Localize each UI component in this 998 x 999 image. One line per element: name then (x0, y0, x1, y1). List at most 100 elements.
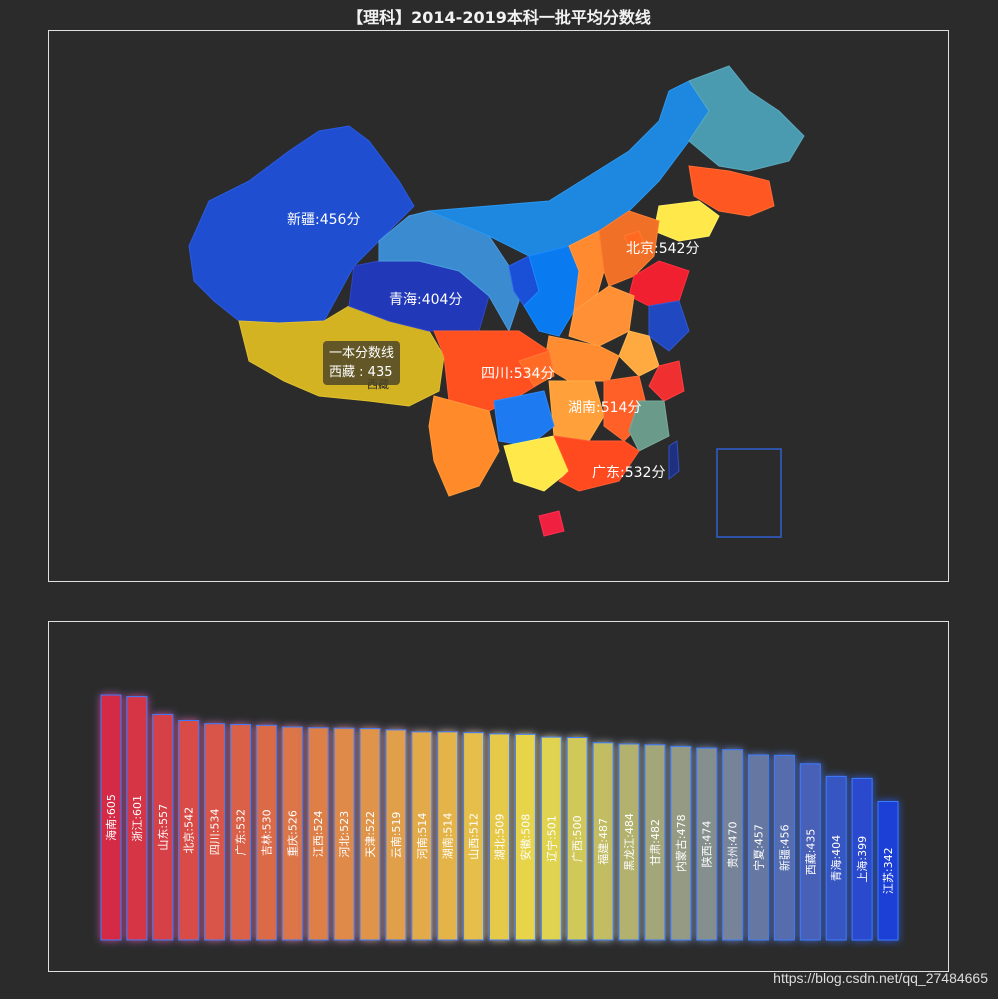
province-liaoning (653, 200, 720, 242)
bar-label-湖南: 湖南:514 (442, 813, 455, 860)
bar-海南[interactable] (100, 694, 122, 941)
bar-山东[interactable] (152, 713, 174, 941)
bar-河北[interactable] (333, 727, 355, 941)
bar-label-海南: 海南:605 (104, 794, 118, 841)
province-fujian (628, 400, 670, 452)
bar-吉林[interactable] (255, 724, 277, 941)
bar-黑龙江[interactable] (618, 743, 640, 941)
bar-label-福建: 福建:487 (596, 818, 610, 865)
province-beijing (623, 230, 645, 247)
province-sichuan (433, 330, 550, 412)
bar-江西[interactable] (307, 727, 329, 941)
province-zhejiang (648, 360, 685, 402)
bar-label-河南: 河南:514 (416, 813, 429, 860)
bar-新疆[interactable] (773, 754, 795, 941)
bar-label-河北: 河北:523 (338, 811, 351, 858)
bar-内蒙古[interactable] (670, 745, 692, 941)
bar-浙江[interactable] (126, 696, 148, 941)
bar-label-广西: 广西:500 (571, 815, 584, 862)
bar-福建[interactable] (592, 742, 614, 941)
south-sea-inset (716, 448, 782, 538)
map-label-5: 广东:532分 (592, 465, 665, 481)
bar-chart: 海南:605 浙江:601 山东:557 北京:542 四川:534 广东:532 吉林:5… (100, 694, 899, 941)
bar-label-新疆: 新疆:456 (777, 824, 791, 871)
bar-label-安徽: 安徽:508 (518, 814, 532, 861)
bar-label-甘肃: 甘肃:482 (649, 819, 662, 866)
bar-云南[interactable] (385, 729, 407, 941)
bar-四川[interactable] (204, 723, 226, 941)
province-hainan (538, 510, 565, 537)
bar-label-上海: 上海:399 (855, 836, 869, 883)
bar-北京[interactable] (178, 720, 200, 941)
bar-label-北京: 北京:542 (182, 807, 196, 854)
bar-广东[interactable] (230, 724, 251, 941)
province-yunnan (428, 395, 500, 497)
bar-label-内蒙古: 内蒙古:478 (674, 814, 688, 872)
watermark: https://blog.csdn.net/qq_27484665 (773, 970, 988, 986)
bar-label-黑龙江: 黑龙江:484 (623, 813, 636, 871)
bar-甘肃[interactable] (644, 744, 666, 941)
map-tooltip: 一本分数线 西藏 : 435 (323, 341, 401, 385)
bar-江苏[interactable] (877, 801, 899, 941)
bar-安徽[interactable] (514, 733, 536, 941)
bar-河南[interactable] (411, 731, 433, 941)
bar-label-云南: 云南:519 (390, 812, 403, 859)
bar-重庆[interactable] (281, 726, 303, 941)
bar-陕西[interactable] (696, 747, 718, 941)
bar-label-四川: 四川:534 (209, 809, 222, 856)
bar-label-浙江: 浙江:601 (131, 795, 144, 842)
bar-label-西藏: 西藏:435 (804, 829, 817, 876)
province-jilin (688, 165, 775, 217)
bar-湖南[interactable] (437, 731, 459, 941)
bar-label-江苏: 江苏:342 (882, 847, 895, 894)
bar-label-贵州: 贵州:470 (727, 821, 740, 868)
province-heilongjiang (688, 65, 805, 172)
province-guangxi (503, 435, 570, 492)
bar-宁夏[interactable] (748, 754, 769, 941)
bar-广西[interactable] (566, 737, 588, 941)
bar-辽宁[interactable] (540, 736, 562, 941)
bar-label-宁夏: 宁夏:457 (752, 824, 766, 871)
map-label-3: 四川:534分 (481, 366, 554, 382)
province-xinjiang (188, 125, 415, 324)
bar-label-吉林: 吉林:530 (259, 809, 273, 856)
bar-青海[interactable] (825, 775, 847, 941)
bar-label-辽宁: 辽宁:501 (544, 815, 558, 862)
bar-label-陕西: 陕西:474 (700, 821, 714, 868)
bar-label-湖北: 湖北:509 (494, 814, 507, 861)
map-label-2: 北京:542分 (626, 241, 699, 257)
tooltip-title: 一本分数线 (329, 346, 395, 361)
province-hebei (598, 210, 660, 287)
bar-label-广东: 广东:532 (235, 809, 248, 856)
bar-label-山西: 山西:512 (468, 813, 481, 860)
province-anhui (618, 330, 660, 377)
bar-label-青海: 青海:404 (829, 835, 843, 882)
province-taiwan (668, 440, 680, 481)
map-label-0: 新疆:456分 (287, 212, 360, 228)
province-jiangsu (648, 300, 690, 352)
tooltip-row: 西藏 : 435 (329, 365, 393, 380)
tooltip-value: 435 (367, 365, 393, 380)
bar-label-天津: 天津:522 (364, 811, 377, 858)
bar-label-山东: 山东:557 (157, 804, 170, 851)
bar-西藏[interactable] (799, 763, 821, 941)
province-hubei (543, 335, 620, 382)
tooltip-province: 西藏 (329, 365, 356, 380)
bar-贵州[interactable] (722, 749, 744, 941)
map-panel: 新疆:456分 青海:404分 北京:542分 四川:534分 湖南:514分 广东:53… (48, 30, 949, 582)
bar-山西[interactable] (463, 732, 485, 941)
bar-label-重庆: 重庆:526 (285, 810, 299, 857)
bar-label-江西: 江西:524 (312, 811, 325, 858)
bar-panel: 海南:605 浙江:601 山东:557 北京:542 四川:534 广东:532 吉林:5… (48, 621, 949, 972)
province-guangdong (553, 435, 640, 492)
chart-title: 【理科】2014-2019本科一批平均分数线 (347, 8, 651, 27)
bar-湖北[interactable] (489, 733, 510, 941)
bars: 海南:605 浙江:601 山东:557 北京:542 四川:534 广东:532 吉林:5… (100, 694, 899, 941)
bar-上海[interactable] (851, 777, 873, 941)
province-chongqing (518, 350, 555, 387)
bar-天津[interactable] (359, 728, 381, 941)
provinces (188, 65, 805, 538)
map-label-1: 青海:404分 (389, 292, 462, 308)
